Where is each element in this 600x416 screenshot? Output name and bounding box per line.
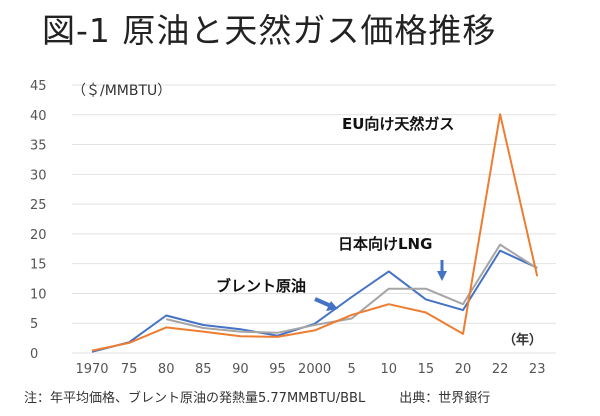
y-axis-label: （＄/MMBTU） bbox=[72, 83, 171, 99]
y-tick-label: 15 bbox=[30, 258, 47, 273]
chart-title: 図-1 原油と天然ガス価格推移 bbox=[42, 11, 497, 50]
label-eu-gas: EU向け天然ガス bbox=[342, 115, 454, 133]
x-tick-label: 23 bbox=[529, 362, 546, 377]
label-japan-lng: 日本向けLNG bbox=[338, 235, 432, 253]
arrow-icon-lng bbox=[437, 260, 447, 281]
x-tick-label: 85 bbox=[195, 362, 212, 377]
x-tick-label: 22 bbox=[492, 362, 509, 377]
series-line-0 bbox=[91, 249, 538, 353]
y-tick-label: 45 bbox=[30, 79, 47, 94]
y-tick-label: 0 bbox=[30, 347, 38, 362]
x-tick-label: 10 bbox=[381, 362, 398, 377]
y-tick-label: 20 bbox=[30, 228, 47, 243]
x-tick-label: 75 bbox=[121, 362, 138, 377]
x-tick-label: 2000 bbox=[298, 362, 331, 377]
x-tick-label: 80 bbox=[158, 362, 175, 377]
arrow-icon-brent bbox=[314, 297, 338, 311]
y-tick-label: 35 bbox=[30, 139, 47, 154]
y-tick-label: 40 bbox=[30, 109, 47, 124]
source-note: 出典：世界銀行 bbox=[399, 391, 491, 406]
y-tick-label: 10 bbox=[30, 287, 47, 302]
footnote: 注：年平均価格、ブレント原油の発熱量5.77MMBTU/BBL bbox=[24, 391, 366, 406]
x-tick-label: 95 bbox=[269, 362, 286, 377]
y-tick-label: 5 bbox=[30, 317, 38, 332]
x-tick-label: 90 bbox=[232, 362, 249, 377]
x-tick-label: 1970 bbox=[75, 362, 108, 377]
series-line-1 bbox=[165, 243, 538, 334]
y-tick-label: 25 bbox=[30, 198, 47, 213]
series-line-2 bbox=[91, 113, 539, 352]
label-brent: ブレント原油 bbox=[216, 277, 306, 295]
x-tick-label: 5 bbox=[348, 362, 356, 377]
x-tick-label: 20 bbox=[455, 362, 472, 377]
x-tick-label: 15 bbox=[418, 362, 435, 377]
x-axis-label: （年） bbox=[503, 332, 542, 348]
y-tick-label: 30 bbox=[30, 168, 47, 183]
